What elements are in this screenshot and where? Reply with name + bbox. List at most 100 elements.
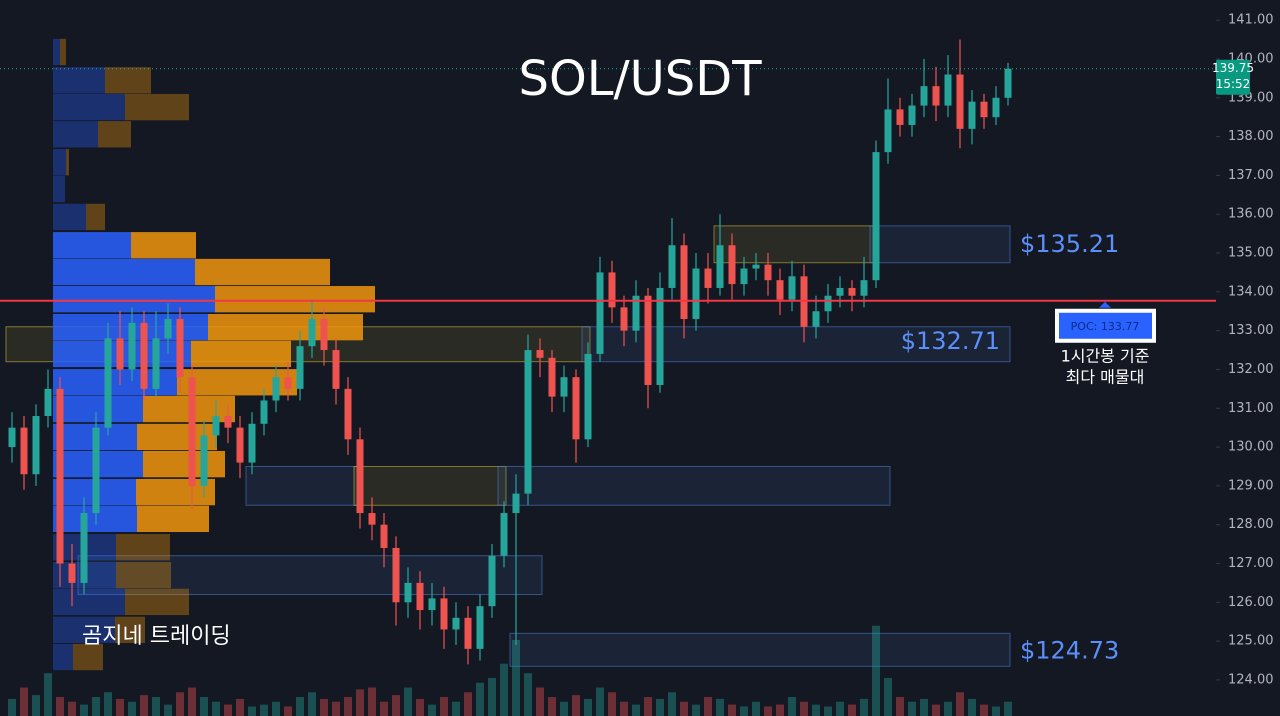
level-label: $124.73 bbox=[1020, 637, 1119, 665]
zone bbox=[353, 465, 507, 506]
profile-buy bbox=[53, 395, 143, 423]
candle-body bbox=[752, 264, 760, 269]
volume-bar bbox=[224, 704, 232, 716]
volume-bar bbox=[584, 698, 592, 716]
volume-bar bbox=[500, 663, 508, 716]
profile-buy bbox=[53, 616, 115, 644]
candle-body bbox=[968, 101, 976, 129]
profile-buy bbox=[53, 588, 125, 616]
candle-body bbox=[224, 416, 232, 428]
volume-bar bbox=[920, 698, 928, 716]
volume-bar bbox=[944, 701, 952, 716]
y-tick-label: 129.00 bbox=[1228, 478, 1274, 493]
candle-body bbox=[368, 513, 376, 525]
volume-bar bbox=[152, 697, 160, 716]
candle-body bbox=[860, 280, 868, 296]
volume-bar bbox=[56, 697, 64, 716]
profile-buy bbox=[53, 149, 66, 176]
volume-bar bbox=[932, 704, 940, 716]
profile-sell bbox=[143, 450, 225, 478]
candle-body bbox=[596, 272, 604, 354]
candle-body bbox=[164, 318, 172, 339]
candle-body bbox=[536, 350, 544, 358]
candle-body bbox=[608, 272, 616, 308]
profile-sell bbox=[115, 616, 145, 644]
candle-body bbox=[476, 606, 484, 649]
volume-bar bbox=[824, 706, 832, 716]
zone bbox=[509, 632, 1011, 667]
candle-body bbox=[488, 555, 496, 607]
candle-body bbox=[764, 264, 772, 281]
volume-bar bbox=[452, 701, 460, 716]
candle-body bbox=[944, 74, 952, 106]
volume-bar bbox=[200, 697, 208, 716]
poc-pointer bbox=[1099, 301, 1111, 308]
volume-bar bbox=[656, 698, 664, 716]
candle-body bbox=[584, 353, 592, 440]
candle-body bbox=[176, 318, 184, 378]
candle-body bbox=[248, 423, 256, 463]
candle-body bbox=[44, 388, 52, 417]
candle-body bbox=[704, 268, 712, 288]
profile-buy bbox=[53, 93, 125, 121]
volume-bar bbox=[320, 698, 328, 716]
candle-body bbox=[140, 322, 148, 389]
profile-buy bbox=[53, 643, 73, 671]
candle-body bbox=[644, 295, 652, 385]
candle-body bbox=[572, 377, 580, 440]
candle-body bbox=[404, 582, 412, 603]
volume-bar bbox=[128, 701, 136, 716]
candle-body bbox=[80, 513, 88, 583]
volume bbox=[8, 625, 1012, 716]
volume-bar bbox=[104, 692, 112, 716]
volume-bar bbox=[908, 701, 916, 716]
volume-bar bbox=[788, 697, 796, 716]
candle-body bbox=[632, 295, 640, 331]
volume-bar bbox=[764, 706, 772, 716]
volume-bar bbox=[476, 682, 484, 716]
volume-bar bbox=[80, 704, 88, 716]
candle-body bbox=[512, 493, 520, 514]
profile-sell bbox=[116, 561, 171, 589]
candle-body bbox=[128, 322, 136, 370]
candle-body bbox=[560, 377, 568, 397]
volume-bar bbox=[404, 687, 412, 716]
candle-body bbox=[308, 318, 316, 347]
candle-body bbox=[848, 287, 856, 296]
volume-bar bbox=[872, 625, 880, 716]
candle-body bbox=[116, 338, 124, 370]
candle-body bbox=[320, 318, 328, 351]
volume-bar bbox=[1004, 701, 1012, 716]
zone bbox=[713, 225, 879, 264]
volume-bar bbox=[956, 692, 964, 716]
y-tick-label: 136.00 bbox=[1228, 207, 1274, 222]
volume-bar bbox=[836, 701, 844, 716]
poc-note: 1시간봉 기준 bbox=[1061, 346, 1150, 365]
volume-bar bbox=[356, 689, 364, 716]
candle-body bbox=[680, 245, 688, 319]
volume-bar bbox=[344, 697, 352, 716]
volume-bar bbox=[332, 701, 340, 716]
profile-sell bbox=[195, 258, 330, 286]
y-tick-label: 131.00 bbox=[1228, 401, 1274, 416]
volume-bar bbox=[272, 701, 280, 716]
volume-bar bbox=[308, 692, 316, 716]
candle-body bbox=[992, 97, 1000, 118]
volume-bar bbox=[392, 695, 400, 716]
chart-title: SOL/USDT bbox=[518, 51, 762, 107]
candle-body bbox=[896, 109, 904, 125]
volume-bar bbox=[704, 697, 712, 716]
profile-sell bbox=[215, 286, 375, 313]
candle-body bbox=[68, 563, 76, 583]
candle-body bbox=[776, 280, 784, 300]
candle-body bbox=[620, 307, 628, 331]
y-tick-label: 135.00 bbox=[1228, 246, 1274, 261]
candle-body bbox=[260, 400, 268, 424]
volume-bar bbox=[416, 698, 424, 716]
candle-body bbox=[824, 295, 832, 312]
profile-buy bbox=[53, 286, 215, 313]
candle-body bbox=[656, 287, 664, 385]
candle-body bbox=[740, 268, 748, 285]
candle-body bbox=[236, 427, 244, 463]
